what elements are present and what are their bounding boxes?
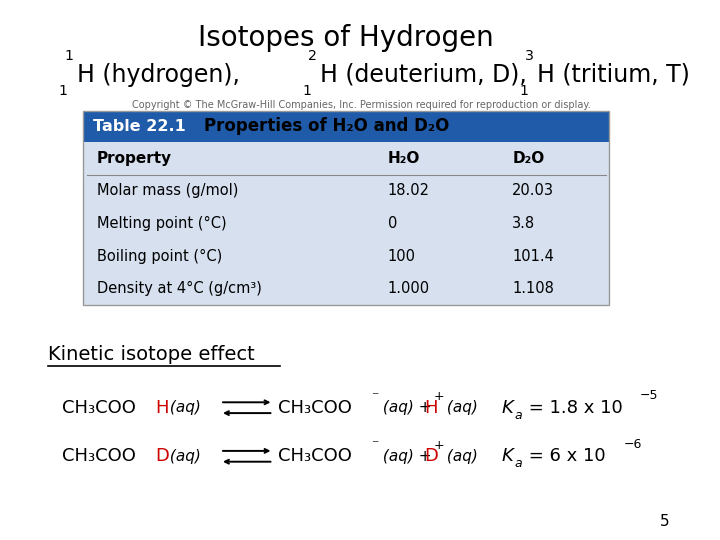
Text: CH₃COO: CH₃COO — [63, 447, 136, 465]
Text: −6: −6 — [624, 438, 642, 451]
Text: D₂O: D₂O — [512, 151, 544, 166]
Text: ⁻: ⁻ — [371, 438, 378, 453]
Text: +: + — [434, 390, 444, 403]
Text: +: + — [434, 439, 444, 452]
Bar — [83, 111, 609, 305]
Text: Density at 4°C (g/cm³): Density at 4°C (g/cm³) — [97, 281, 262, 296]
Text: CH₃COO: CH₃COO — [278, 447, 352, 465]
Text: H: H — [424, 399, 438, 417]
Text: a: a — [514, 409, 522, 422]
Text: D: D — [155, 447, 169, 465]
Text: 3.8: 3.8 — [512, 216, 535, 231]
Text: 20.03: 20.03 — [512, 184, 554, 198]
Text: 1: 1 — [64, 49, 73, 63]
Text: Isotopes of Hydrogen: Isotopes of Hydrogen — [198, 24, 494, 52]
Bar — [83, 111, 609, 305]
Text: Copyright © The McGraw-Hill Companies, Inc. Permission required for reproduction: Copyright © The McGraw-Hill Companies, I… — [132, 100, 590, 110]
Text: D: D — [424, 447, 438, 465]
Text: Properties of H₂O and D₂O: Properties of H₂O and D₂O — [204, 117, 449, 136]
Text: 1: 1 — [302, 84, 311, 98]
Text: = 1.8 x 10: = 1.8 x 10 — [523, 399, 622, 417]
Text: H: H — [155, 399, 168, 417]
Text: (aq): (aq) — [441, 400, 477, 415]
Text: 100: 100 — [387, 249, 415, 264]
Text: Table 22.1: Table 22.1 — [94, 119, 186, 134]
Text: Boiling point (°C): Boiling point (°C) — [97, 248, 222, 264]
Text: 0: 0 — [387, 216, 397, 231]
Text: 2: 2 — [308, 49, 317, 63]
Text: ⁻: ⁻ — [371, 390, 378, 404]
Text: K: K — [502, 399, 513, 417]
Text: (aq): (aq) — [441, 449, 477, 464]
Text: (aq): (aq) — [165, 449, 201, 464]
Text: Molar mass (g/mol): Molar mass (g/mol) — [97, 184, 238, 198]
Text: = 6 x 10: = 6 x 10 — [523, 447, 606, 465]
Text: CH₃COO: CH₃COO — [278, 399, 352, 417]
Text: Melting point (°C): Melting point (°C) — [97, 216, 227, 231]
Text: CH₃COO: CH₃COO — [63, 399, 136, 417]
Text: a: a — [514, 457, 522, 470]
Text: H₂O: H₂O — [387, 151, 420, 166]
Bar — [83, 111, 609, 142]
Text: 1.000: 1.000 — [387, 281, 430, 296]
Text: 5: 5 — [660, 514, 670, 529]
Text: H (deuterium, D),: H (deuterium, D), — [320, 63, 527, 86]
Text: 101.4: 101.4 — [512, 249, 554, 264]
Text: 3: 3 — [525, 49, 534, 63]
Text: (aq) +: (aq) + — [378, 449, 436, 464]
Text: 18.02: 18.02 — [387, 184, 430, 198]
Text: 1: 1 — [59, 84, 68, 98]
Text: −5: −5 — [639, 389, 658, 402]
Text: (aq): (aq) — [165, 400, 201, 415]
Text: 1.108: 1.108 — [512, 281, 554, 296]
Text: H (tritium, T): H (tritium, T) — [537, 63, 690, 86]
Text: H (hydrogen),: H (hydrogen), — [77, 63, 240, 86]
Text: 1: 1 — [519, 84, 528, 98]
Text: (aq) +: (aq) + — [378, 400, 436, 415]
Text: K: K — [502, 447, 513, 465]
Text: Property: Property — [97, 151, 172, 166]
Text: Kinetic isotope effect: Kinetic isotope effect — [48, 346, 255, 365]
